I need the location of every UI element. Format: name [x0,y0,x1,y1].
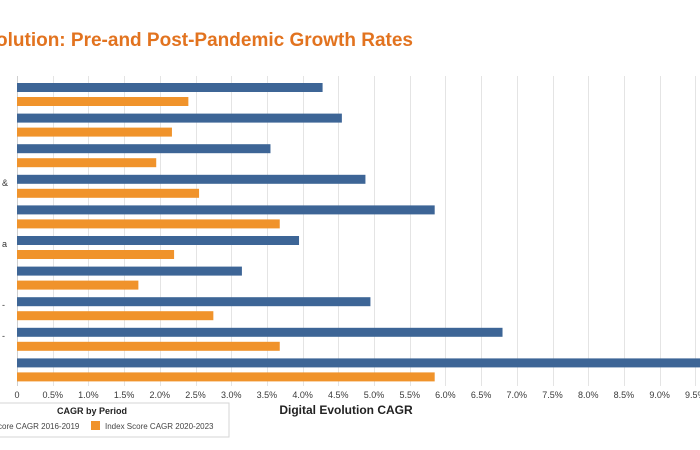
bar-post-pandemic [17,158,157,168]
legend-label-pre-pandemic: core CAGR 2016-2019 [0,422,80,431]
x-tick-label: 2.0% [150,390,171,400]
x-tick-label: 3.5% [257,390,278,400]
x-tick-label: 8.5% [614,390,635,400]
x-tick-label: 5.0% [364,390,385,400]
x-tick-label: 9.5% [685,390,700,400]
x-tick-label: 2.5% [185,390,206,400]
bar-pre-pandemic [17,266,242,276]
legend-swatch-post-pandemic [91,421,100,430]
bar-pre-pandemic [17,205,435,215]
legend-title: CAGR by Period [57,406,127,416]
legend: CAGR by Period core CAGR 2016-2019 Index… [0,402,230,438]
x-tick-label: 6.5% [471,390,492,400]
bar-post-pandemic [17,311,214,321]
bar-post-pandemic [17,127,172,137]
bar-pre-pandemic [17,236,300,245]
category-label: - [2,300,5,310]
x-tick-label: 4.0% [292,390,313,400]
bar-post-pandemic [17,341,280,351]
bar-post-pandemic [17,219,280,229]
bar-post-pandemic [17,280,139,290]
x-tick-label: 5.5% [399,390,420,400]
bar-pre-pandemic [17,113,342,123]
category-labels: & a - - [2,178,8,341]
bar-pre-pandemic [17,174,366,184]
bar-pre-pandemic [17,327,503,337]
x-tick-label: 3.0% [221,390,242,400]
x-tick-label: 7.0% [507,390,528,400]
bar-post-pandemic [17,188,200,198]
legend-box [0,402,230,438]
chart-title: olution: Pre-and Post-Pandemic Growth Ra… [0,30,413,51]
x-tick-label: 6.0% [435,390,456,400]
x-axis-label: Digital Evolution CAGR [279,403,413,417]
category-label: & [2,178,8,188]
bar-post-pandemic [17,372,435,382]
bar-pre-pandemic [17,297,371,307]
bar-pre-pandemic [17,83,323,92]
category-label: a [2,239,7,249]
bar-pre-pandemic [17,358,700,368]
x-tick-label: 9.0% [649,390,670,400]
bar-post-pandemic [17,97,189,106]
bar-pre-pandemic [17,144,271,154]
x-axis-ticks: 0 0.5% 1.0% 1.5% 2.0% 2.5% 3.0% 3.5% 4.0% 4.5% 5.0… [14,390,700,400]
bars [17,83,700,382]
legend-label-post-pandemic: Index Score CAGR 2020-2023 [105,422,214,431]
bar-post-pandemic [17,250,175,259]
category-label: - [2,331,5,341]
x-tick-label: 0 [14,390,19,400]
x-tick-label: 8.0% [578,390,599,400]
x-tick-label: 7.5% [542,390,563,400]
x-tick-label: 0.5% [42,390,63,400]
x-tick-label: 1.5% [114,390,135,400]
x-tick-label: 4.5% [328,390,349,400]
x-tick-label: 1.0% [78,390,99,400]
